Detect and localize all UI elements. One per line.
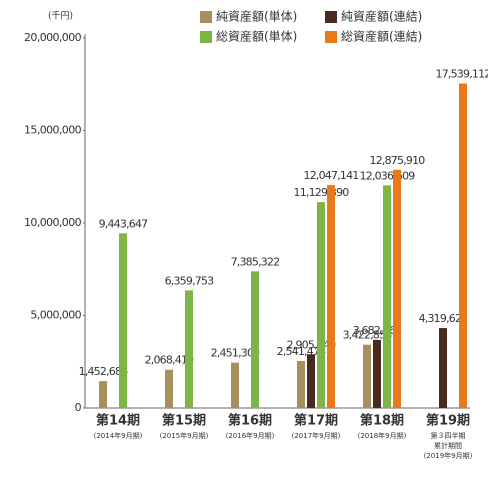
bar [363, 344, 371, 408]
bar [373, 339, 381, 408]
value-label: 9,443,647 [99, 217, 149, 230]
y-tick-label: 5,000,000 [30, 309, 81, 322]
bar [99, 381, 107, 408]
bar [119, 233, 127, 408]
value-label: 2,068,419 [145, 354, 195, 367]
x-tick-label: 第16期 [228, 413, 272, 429]
x-tick-label: 第17期 [294, 413, 338, 429]
x-tick-sublabel: (2017年9月期) [292, 431, 341, 440]
x-tick-sublabel: (2015年9月期) [160, 431, 209, 440]
x-tick-label: 第18期 [360, 413, 404, 429]
bar [317, 202, 325, 408]
bar [165, 369, 173, 408]
y-tick-label: 0 [75, 401, 82, 414]
legend-label: 総資産額(単体) [216, 29, 297, 44]
legend-swatch [325, 31, 337, 43]
y-tick-label: 20,000,000 [24, 31, 82, 44]
bar [297, 360, 305, 408]
legend-swatch [200, 11, 212, 23]
x-tick-label: 第15期 [162, 413, 206, 429]
value-label: 11,129,390 [294, 186, 350, 199]
x-tick-sublabel: (2016年9月期) [226, 431, 275, 440]
bar [185, 290, 193, 408]
y-tick-label: 15,000,000 [24, 124, 82, 137]
value-label: 6,359,753 [165, 274, 215, 287]
legend-swatch [200, 31, 212, 43]
value-label: 7,385,322 [231, 255, 280, 268]
x-tick-label: 第14期 [96, 413, 140, 429]
x-tick-sublabel: 累計期間 [434, 441, 462, 450]
value-label: 3,422,858 [343, 329, 393, 342]
bar [383, 185, 391, 408]
x-tick-sublabel: (2019年9月期) [424, 451, 473, 460]
bar [307, 354, 315, 408]
x-tick-label: 第19期 [426, 413, 470, 429]
bar [251, 271, 259, 408]
legend-label: 総資産額(連結) [341, 29, 422, 44]
bar [393, 169, 401, 408]
bar [439, 328, 447, 408]
unit-label: (千円) [48, 11, 73, 22]
value-label: 17,539,112 [436, 68, 488, 81]
bar [327, 185, 335, 408]
value-label: 12,036,609 [360, 169, 416, 182]
legend-label: 純資産額(単体) [216, 9, 297, 24]
value-label: 12,875,910 [370, 154, 426, 167]
legend-label: 純資産額(連結) [341, 9, 422, 24]
bar [231, 362, 239, 408]
value-label: 4,319,627 [419, 312, 469, 325]
x-tick-sublabel: 第３四半期 [431, 431, 466, 440]
y-tick-label: 10,000,000 [24, 216, 82, 229]
bar [459, 83, 467, 408]
legend-swatch [325, 11, 337, 23]
value-label: 12,047,141 [304, 169, 359, 182]
value-label: 2,451,309 [211, 347, 261, 360]
value-label: 1,452,686 [79, 365, 129, 378]
x-tick-sublabel: (2018年9月期) [358, 431, 407, 440]
x-tick-sublabel: (2014年9月期) [94, 431, 143, 440]
